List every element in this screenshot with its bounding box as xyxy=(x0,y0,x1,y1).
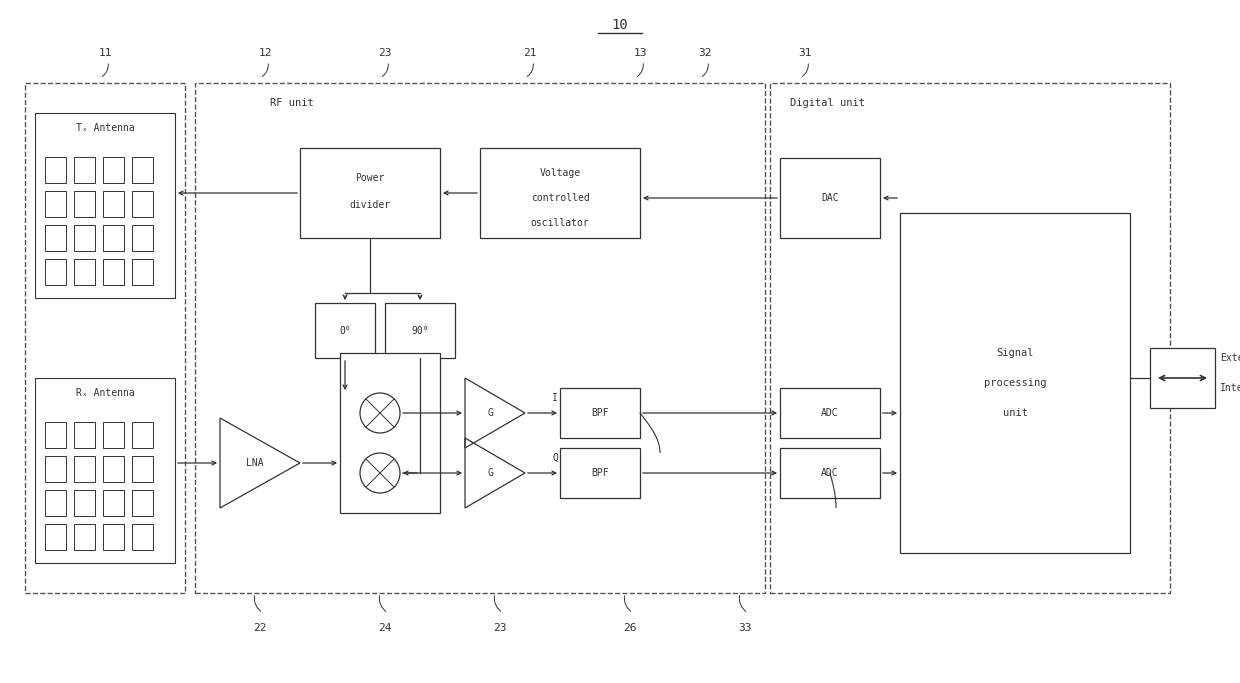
FancyBboxPatch shape xyxy=(45,490,66,516)
FancyBboxPatch shape xyxy=(103,422,124,448)
Text: 22: 22 xyxy=(253,623,267,633)
FancyBboxPatch shape xyxy=(103,259,124,285)
Text: RF unit: RF unit xyxy=(270,98,314,108)
Text: G: G xyxy=(487,408,494,418)
FancyBboxPatch shape xyxy=(74,157,95,183)
FancyBboxPatch shape xyxy=(103,157,124,183)
FancyBboxPatch shape xyxy=(35,113,175,298)
Text: DAC: DAC xyxy=(821,193,838,203)
Text: Signal: Signal xyxy=(996,348,1034,358)
FancyBboxPatch shape xyxy=(74,422,95,448)
Text: LNA: LNA xyxy=(247,458,264,468)
Text: 12: 12 xyxy=(258,48,272,58)
Text: Digital unit: Digital unit xyxy=(790,98,866,108)
FancyBboxPatch shape xyxy=(131,456,153,482)
FancyBboxPatch shape xyxy=(45,225,66,251)
FancyBboxPatch shape xyxy=(103,191,124,217)
FancyBboxPatch shape xyxy=(45,524,66,550)
FancyBboxPatch shape xyxy=(131,157,153,183)
Text: 23: 23 xyxy=(494,623,507,633)
Text: Power: Power xyxy=(356,173,384,183)
Text: Interface: Interface xyxy=(1220,383,1240,393)
Text: I: I xyxy=(552,393,558,403)
Text: 23: 23 xyxy=(378,48,392,58)
Text: ADC: ADC xyxy=(821,468,838,478)
FancyBboxPatch shape xyxy=(35,378,175,563)
Text: 32: 32 xyxy=(698,48,712,58)
Text: Q: Q xyxy=(552,453,558,463)
FancyBboxPatch shape xyxy=(900,213,1130,553)
FancyBboxPatch shape xyxy=(315,303,374,358)
Text: 24: 24 xyxy=(378,623,392,633)
FancyBboxPatch shape xyxy=(560,448,640,498)
FancyBboxPatch shape xyxy=(45,191,66,217)
FancyBboxPatch shape xyxy=(780,158,880,238)
FancyBboxPatch shape xyxy=(131,422,153,448)
FancyBboxPatch shape xyxy=(103,225,124,251)
Text: 33: 33 xyxy=(738,623,751,633)
Text: divider: divider xyxy=(350,200,391,210)
FancyBboxPatch shape xyxy=(103,490,124,516)
FancyBboxPatch shape xyxy=(74,191,95,217)
Text: Rₓ Antenna: Rₓ Antenna xyxy=(76,388,134,398)
FancyBboxPatch shape xyxy=(45,259,66,285)
FancyBboxPatch shape xyxy=(1149,348,1215,408)
Text: oscillator: oscillator xyxy=(531,218,589,228)
FancyBboxPatch shape xyxy=(45,157,66,183)
Text: ADC: ADC xyxy=(821,408,838,418)
Text: unit: unit xyxy=(1002,408,1028,418)
Text: processing: processing xyxy=(983,378,1047,388)
FancyBboxPatch shape xyxy=(74,259,95,285)
FancyBboxPatch shape xyxy=(780,388,880,438)
FancyBboxPatch shape xyxy=(384,303,455,358)
Text: BPF: BPF xyxy=(591,468,609,478)
Text: 0°: 0° xyxy=(339,326,351,335)
FancyBboxPatch shape xyxy=(74,456,95,482)
FancyBboxPatch shape xyxy=(131,490,153,516)
FancyBboxPatch shape xyxy=(103,456,124,482)
Text: 26: 26 xyxy=(624,623,637,633)
FancyBboxPatch shape xyxy=(131,524,153,550)
Text: 10: 10 xyxy=(611,18,629,32)
FancyBboxPatch shape xyxy=(780,448,880,498)
FancyBboxPatch shape xyxy=(45,456,66,482)
FancyBboxPatch shape xyxy=(131,191,153,217)
Text: Voltage: Voltage xyxy=(539,168,580,178)
Text: Tₓ Antenna: Tₓ Antenna xyxy=(76,123,134,133)
Text: 90°: 90° xyxy=(412,326,429,335)
FancyBboxPatch shape xyxy=(131,259,153,285)
Text: 13: 13 xyxy=(634,48,647,58)
FancyBboxPatch shape xyxy=(74,225,95,251)
Text: External: External xyxy=(1220,353,1240,363)
FancyBboxPatch shape xyxy=(560,388,640,438)
FancyBboxPatch shape xyxy=(300,148,440,238)
FancyBboxPatch shape xyxy=(480,148,640,238)
Text: 31: 31 xyxy=(799,48,812,58)
FancyBboxPatch shape xyxy=(74,490,95,516)
Text: 21: 21 xyxy=(523,48,537,58)
FancyBboxPatch shape xyxy=(340,353,440,513)
Text: BPF: BPF xyxy=(591,408,609,418)
FancyBboxPatch shape xyxy=(45,422,66,448)
Text: G: G xyxy=(487,468,494,478)
Text: controlled: controlled xyxy=(531,193,589,203)
FancyBboxPatch shape xyxy=(103,524,124,550)
Text: 11: 11 xyxy=(98,48,112,58)
FancyBboxPatch shape xyxy=(131,225,153,251)
FancyBboxPatch shape xyxy=(74,524,95,550)
